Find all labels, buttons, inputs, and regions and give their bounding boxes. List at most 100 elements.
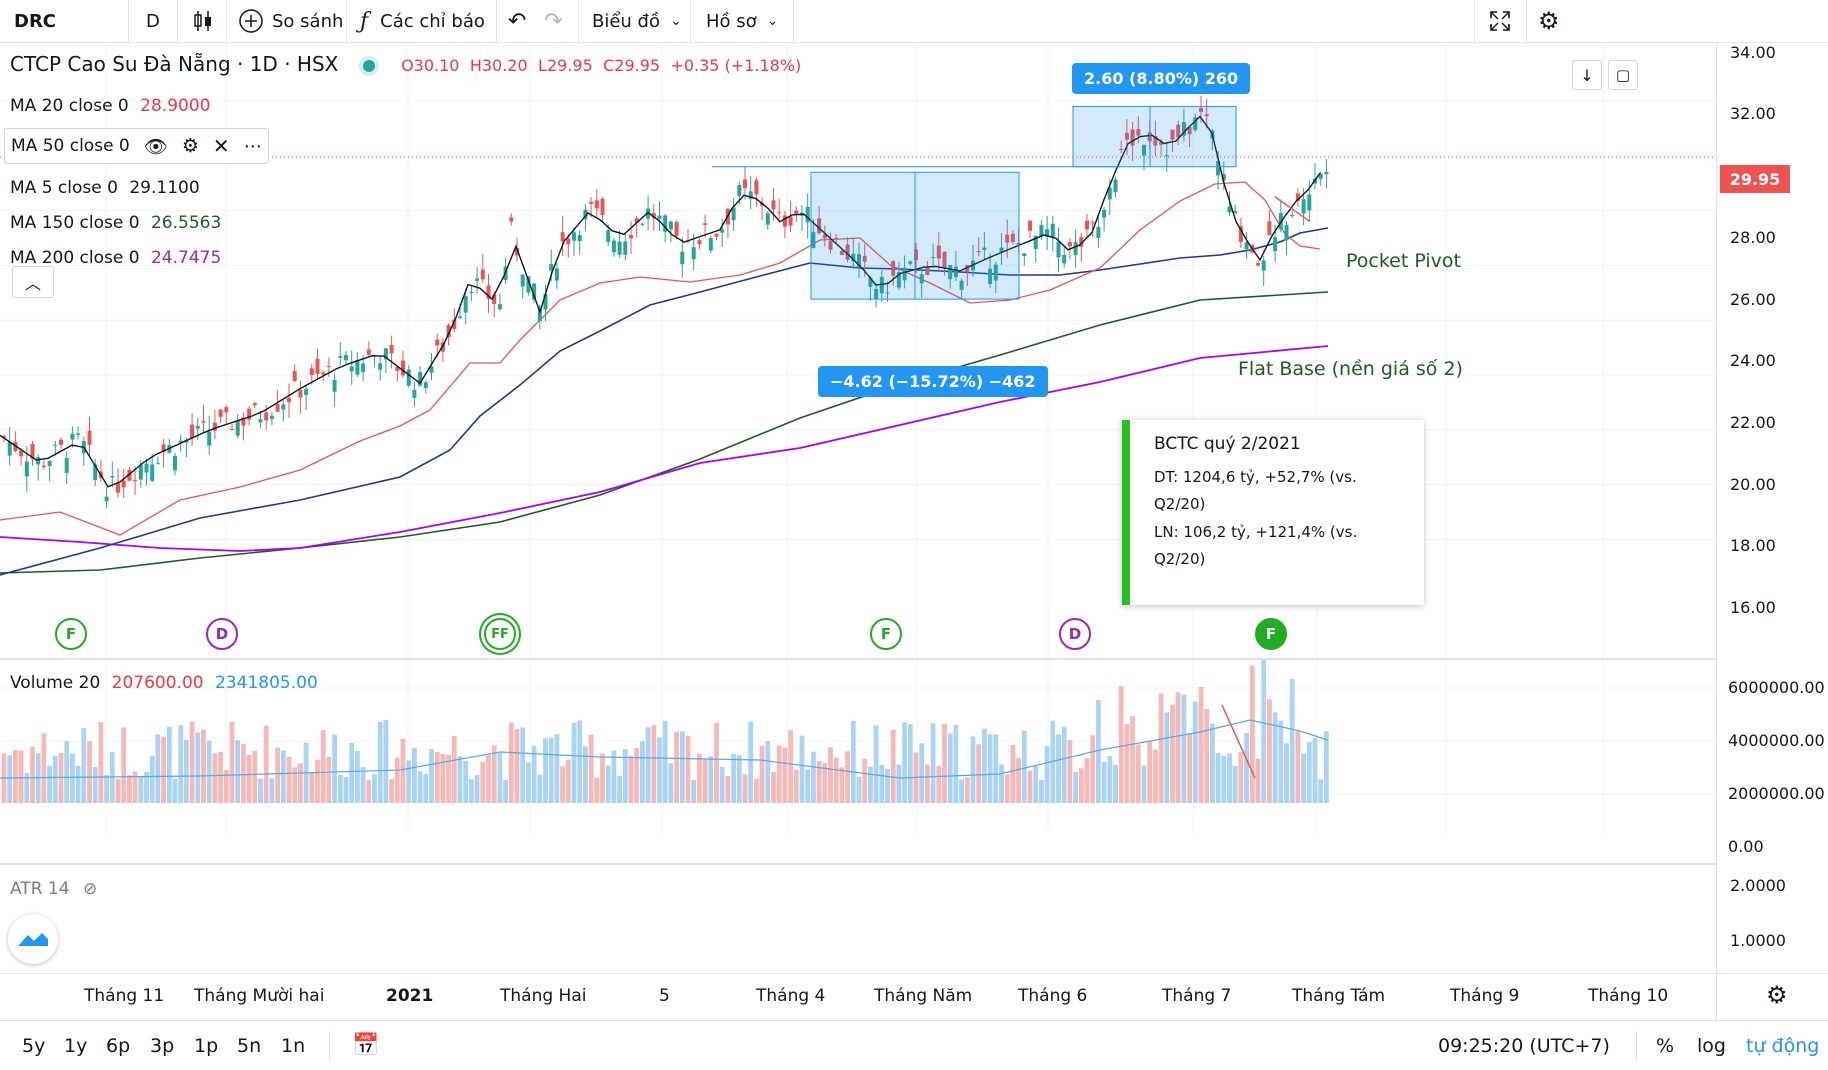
auto-scale-button[interactable]: tự động xyxy=(1746,1034,1820,1057)
volume-bar xyxy=(640,741,645,803)
toolbar-divider xyxy=(496,0,497,42)
arrow-down-icon[interactable]: ↓ xyxy=(1572,60,1602,90)
candle-body xyxy=(999,247,1004,253)
interval-button[interactable]: D xyxy=(146,10,160,32)
volume-bar xyxy=(1101,762,1107,803)
candle-body xyxy=(703,223,708,225)
range-1n-button[interactable]: 1n xyxy=(281,1034,306,1057)
go-to-date-calendar-icon[interactable]: 📅 xyxy=(352,1033,380,1058)
legend-ma50[interactable]: MA 50 close 0 👁 ⚙ ✕ ⋯ xyxy=(4,128,269,164)
range-1p-button[interactable]: 1p xyxy=(194,1034,219,1057)
more-icon[interactable]: ⋯ xyxy=(243,135,262,157)
chart-menu-button[interactable]: Biểu đồ ⌄ xyxy=(592,0,682,42)
volume-bar xyxy=(223,769,229,803)
price-chart[interactable] xyxy=(0,43,1716,833)
candle-body xyxy=(93,464,98,481)
candle-body xyxy=(378,363,383,370)
legend-ma20[interactable]: MA 20 close 0 28.9000 xyxy=(10,96,210,116)
pocket-pivot-annotation[interactable]: Pocket Pivot xyxy=(1346,250,1461,272)
symbol-search[interactable]: DRC xyxy=(14,10,57,32)
atr-legend[interactable]: ATR 14 ⊘ xyxy=(10,879,97,899)
event-marker-f[interactable]: F xyxy=(870,618,902,650)
percent-scale-button[interactable]: % xyxy=(1656,1034,1675,1057)
volume-pane-divider[interactable] xyxy=(0,658,1716,660)
candle-body xyxy=(1079,237,1084,247)
profile-menu-button[interactable]: Hồ sơ ⌄ xyxy=(706,0,778,42)
candle-body xyxy=(275,404,280,412)
volume-bar xyxy=(13,749,18,803)
symbol-title: CTCP Cao Su Đà Nẵng · 1D · HSX xyxy=(10,52,339,76)
compare-label: So sánh xyxy=(272,10,344,32)
toolbar-divider xyxy=(793,0,794,42)
compare-button[interactable]: So sánh xyxy=(238,0,343,42)
volume-bar xyxy=(850,720,856,803)
maximize-pane-icon[interactable]: ▢ xyxy=(1608,60,1638,90)
candle-body xyxy=(207,431,212,446)
volume-bar xyxy=(634,747,640,803)
volume-bar xyxy=(902,722,907,803)
volume-tick: 0.00 xyxy=(1728,837,1764,856)
tradingview-logo[interactable] xyxy=(8,914,58,964)
collapse-legend-chevron-up-icon[interactable]: ︿ xyxy=(12,266,54,298)
time-tick: Tháng 11 xyxy=(84,986,165,1006)
earnings-note[interactable]: BCTC quý 2/2021 DT: 1204,6 tỷ, +52,7% (v… xyxy=(1122,420,1424,605)
candle-body xyxy=(1261,260,1266,271)
axis-settings-gear-icon[interactable]: ⚙ xyxy=(1766,981,1788,1009)
candle-body xyxy=(931,256,936,258)
volume-bar xyxy=(280,750,286,803)
event-marker-f-current[interactable]: F xyxy=(1255,618,1287,650)
atr-tick: 2.0000 xyxy=(1730,876,1786,895)
volume-bar xyxy=(993,734,999,803)
range-1y-button[interactable]: 1y xyxy=(64,1034,88,1057)
candle-body xyxy=(583,209,588,220)
legend-ma200[interactable]: MA 200 close 0 24.7475 xyxy=(10,248,221,268)
volume-bar xyxy=(930,723,936,803)
volume-bar xyxy=(372,774,377,803)
redo-icon[interactable]: ↷ xyxy=(544,8,563,34)
measure-up-label[interactable]: 2.60 (8.80%) 260 xyxy=(1072,63,1251,94)
candle-body xyxy=(1067,242,1072,247)
atr-pane-divider[interactable] xyxy=(0,863,1716,865)
range-5n-button[interactable]: 5n xyxy=(237,1034,262,1057)
volume-bar xyxy=(514,729,520,803)
close-icon[interactable]: ✕ xyxy=(212,134,230,158)
settings-gear-icon[interactable]: ⚙ xyxy=(1538,7,1560,35)
volume-bar xyxy=(1124,723,1130,803)
range-5y-button[interactable]: 5y xyxy=(22,1034,46,1057)
volume-bar xyxy=(252,750,258,803)
legend-ma5[interactable]: MA 5 close 0 29.1100 xyxy=(10,178,200,198)
fullscreen-icon[interactable] xyxy=(1488,0,1512,42)
volume-bar xyxy=(1210,723,1215,803)
undo-icon[interactable]: ↶ xyxy=(508,8,527,34)
volume-bar xyxy=(645,727,651,803)
volume-bar xyxy=(611,750,617,803)
volume-legend[interactable]: Volume 20 207600.00 2341805.00 xyxy=(10,673,318,693)
event-marker-d[interactable]: D xyxy=(206,618,238,650)
clock-time[interactable]: 09:25:20 (UTC+7) xyxy=(1438,1034,1610,1057)
candle-body xyxy=(355,359,360,375)
candle-body xyxy=(1256,263,1260,266)
candle-body xyxy=(1318,173,1323,179)
candle-body xyxy=(1119,148,1124,150)
indicators-button[interactable]: ƒ Các chỉ báo xyxy=(360,0,485,42)
legend-ma150[interactable]: MA 150 close 0 26.5563 xyxy=(10,213,221,233)
log-scale-button[interactable]: log xyxy=(1697,1034,1726,1057)
candles-style-icon[interactable] xyxy=(192,0,214,42)
candle-body xyxy=(822,234,827,239)
event-marker-ff[interactable]: FF xyxy=(484,618,516,650)
candle-body xyxy=(857,254,861,267)
volume-bar xyxy=(469,779,474,803)
volume-bar xyxy=(7,755,13,803)
candle-body xyxy=(41,465,46,468)
settings-gear-icon[interactable]: ⚙ xyxy=(181,135,199,157)
eye-hidden-icon[interactable]: ⊘ xyxy=(82,879,98,899)
event-marker-d[interactable]: D xyxy=(1059,618,1091,650)
volume-bar xyxy=(195,732,201,803)
flat-base-annotation[interactable]: Flat Base (nền giá số 2) xyxy=(1238,358,1463,380)
measure-down-label[interactable]: −4.62 (−15.72%) −462 xyxy=(818,366,1048,397)
event-marker-f[interactable]: F xyxy=(55,618,87,650)
candle-body xyxy=(839,250,844,255)
range-3p-button[interactable]: 3p xyxy=(150,1034,175,1057)
range-6p-button[interactable]: 6p xyxy=(106,1034,131,1057)
eye-icon[interactable]: 👁 xyxy=(143,135,168,158)
